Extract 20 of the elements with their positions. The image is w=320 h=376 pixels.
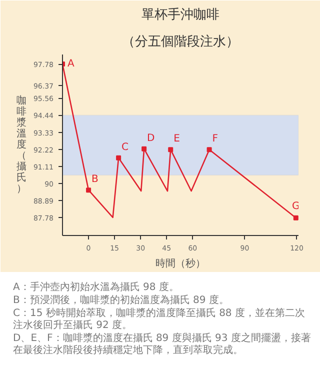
annotation: A — [68, 58, 74, 70]
text: C：15 秒時開始萃取，咖啡漿的溫度降至攝氏 88 度，並在第二次注水後回升至攝氏 92 度。 — [13, 308, 306, 332]
point — [206, 147, 212, 152]
chart-subtitle: （分五個階段注水） — [122, 34, 239, 50]
text: D、E、F：咖啡漿的溫度在攝氏 89 度與攝氏 93 度之間擺盪，接著在最後注水階段後持續穩定地下降，直到萃取完成。 — [13, 333, 311, 357]
text: A：手沖壺內初始水溫為攝氏 98 度。 — [13, 282, 180, 294]
annotation: D — [147, 132, 156, 144]
point — [293, 215, 298, 220]
point — [142, 146, 147, 152]
point — [86, 188, 92, 193]
annotation: E — [174, 134, 180, 145]
text: B：預浸潤後，咖啡漿的初始溫度為攝氏 89 度。 — [13, 295, 230, 307]
annotation: C — [122, 142, 129, 153]
text: 咖啡漿溫度（攝氏） — [16, 96, 26, 194]
point — [168, 147, 174, 152]
x-axis-title: 時間（秒） — [156, 258, 206, 270]
chart-title: 單杯手沖咖啡 — [142, 8, 220, 22]
annotation: F — [212, 134, 218, 145]
point — [116, 155, 122, 160]
annotation: B — [92, 174, 99, 186]
